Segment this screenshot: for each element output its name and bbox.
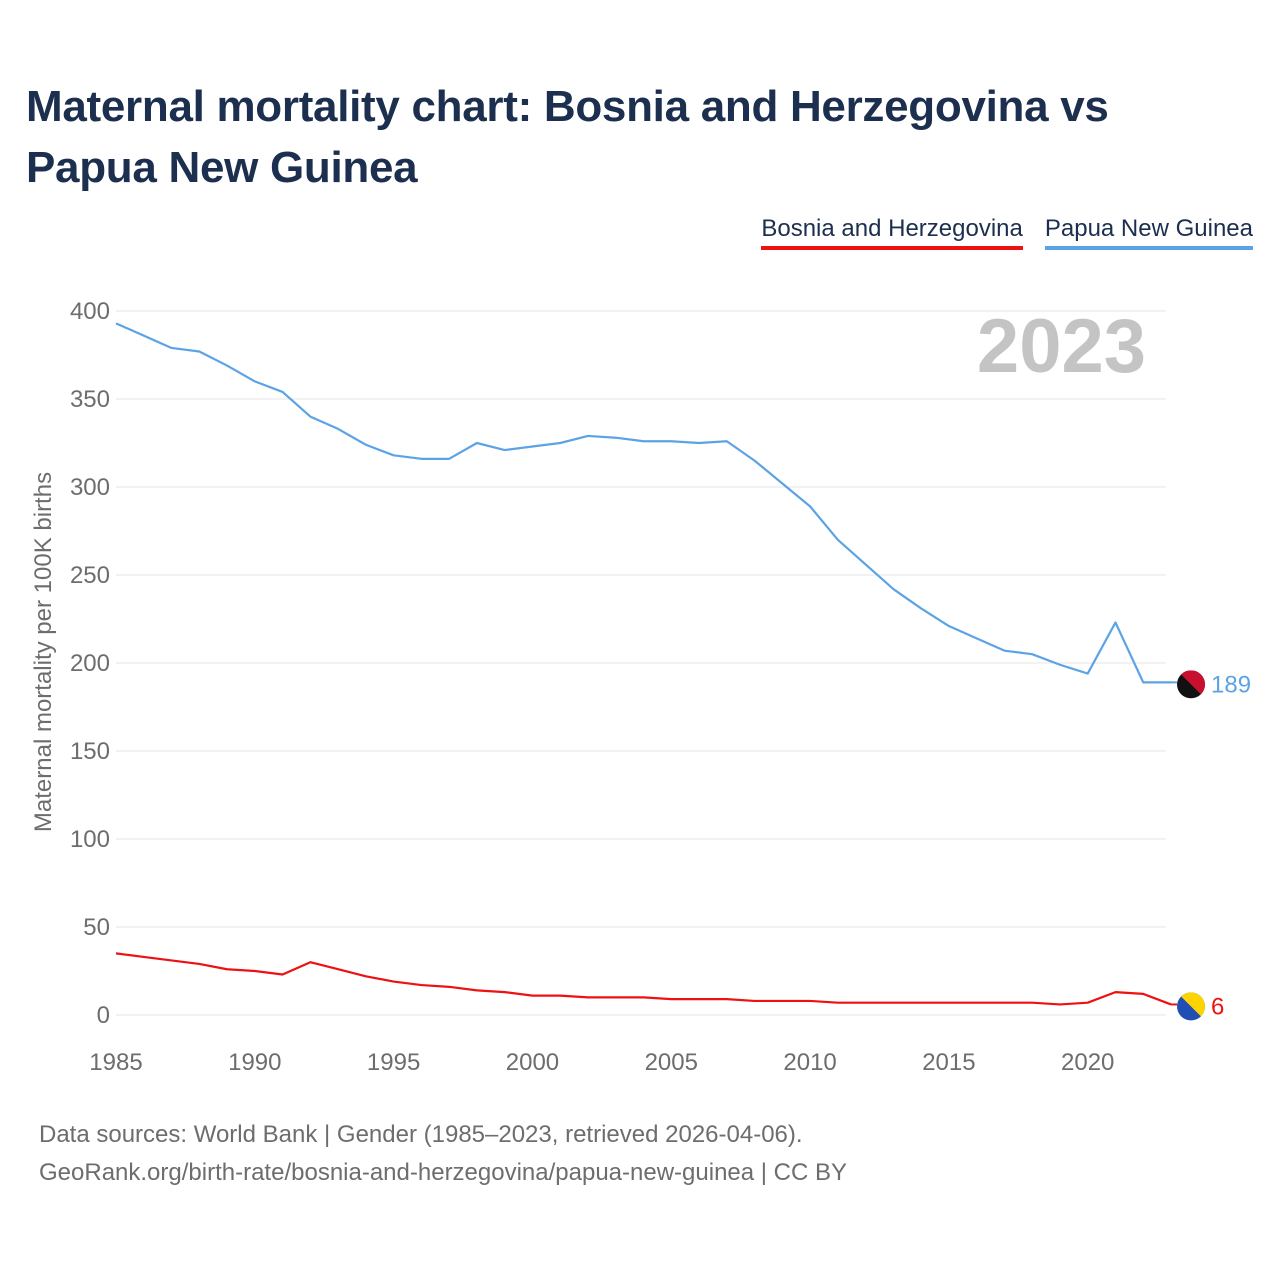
legend: Bosnia and Herzegovina Papua New Guinea xyxy=(761,214,1253,250)
y-tick-label: 300 xyxy=(70,474,110,501)
y-tick-label: 400 xyxy=(70,298,110,325)
legend-item-bosnia[interactable]: Bosnia and Herzegovina xyxy=(761,214,1023,250)
x-axis-ticks: 1985 1990 1995 2000 2005 2010 2015 2020 xyxy=(89,1049,1114,1076)
footer: Data sources: World Bank | Gender (1985–… xyxy=(39,1116,847,1192)
y-tick-label: 50 xyxy=(83,914,110,941)
y-tick-label: 0 xyxy=(97,1002,110,1029)
series-lines xyxy=(115,322,1172,1006)
y-axis-label: Maternal mortality per 100K births xyxy=(30,472,57,832)
x-tick-label: 1995 xyxy=(367,1049,420,1076)
footer-link[interactable]: GeoRank.org/birth-rate/bosnia-and-herzeg… xyxy=(39,1159,848,1186)
x-tick-label: 2020 xyxy=(1061,1049,1114,1076)
end-value-label-papua-new-guinea: 189 xyxy=(1211,671,1251,698)
y-axis-ticks: 0 50 100 150 200 250 300 350 400 xyxy=(70,298,110,1029)
y-tick-label: 200 xyxy=(70,650,110,677)
flag-icon-bosnia-and-herzegovina xyxy=(1177,992,1205,1021)
x-tick-label: 2005 xyxy=(645,1049,698,1076)
end-value-label-bosnia-and-herzegovina: 6 xyxy=(1211,993,1224,1020)
x-tick-label: 2000 xyxy=(506,1049,559,1076)
y-tick-label: 250 xyxy=(70,562,110,589)
series-line-bosnia-and-herzegovina xyxy=(115,952,1172,1006)
chart-title: Maternal mortality chart: Bosnia and Her… xyxy=(26,82,1109,192)
footer-source: Data sources: World Bank | Gender (1985–… xyxy=(39,1121,803,1148)
x-tick-label: 1990 xyxy=(228,1049,281,1076)
y-tick-label: 150 xyxy=(70,738,110,765)
y-tick-label: 350 xyxy=(70,386,110,413)
x-tick-label: 1985 xyxy=(89,1049,142,1076)
flag-icon-papua-new-guinea xyxy=(1177,670,1205,699)
x-tick-label: 2010 xyxy=(783,1049,836,1076)
grid-lines xyxy=(116,310,1166,1016)
year-watermark: 2023 xyxy=(977,304,1146,389)
legend-item-papua-new-guinea[interactable]: Papua New Guinea xyxy=(1044,214,1253,250)
line-chart: 0 50 100 150 200 250 300 350 400 1985 1990 1995 200… xyxy=(30,298,1251,1076)
x-tick-label: 2015 xyxy=(922,1049,975,1076)
y-tick-label: 100 xyxy=(70,826,110,853)
series-line-papua-new-guinea xyxy=(115,322,1171,684)
